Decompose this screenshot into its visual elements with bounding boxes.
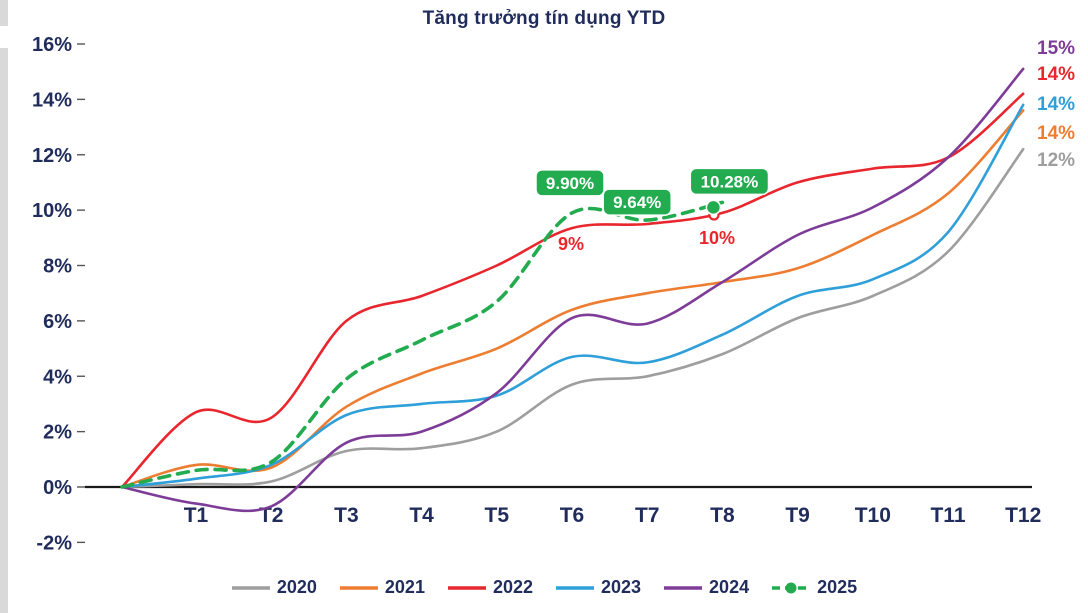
series-line-2020: [120, 147, 1025, 489]
legend-label: 2021: [384, 577, 425, 597]
series-line-2024: [120, 67, 1025, 513]
y-axis-label: 12%: [32, 145, 72, 167]
annotation-badge-label: 9.90%: [546, 174, 594, 193]
point-label: 9%: [558, 234, 584, 254]
annotation-badge: [535, 169, 605, 197]
legend-item-2024: 2024: [663, 577, 749, 598]
x-axis-label: T5: [485, 504, 510, 527]
y-axis-label: 4%: [43, 366, 72, 388]
legend-swatch-2022: [447, 585, 486, 590]
legend-swatch-2021: [339, 585, 378, 590]
point-marker-2025: [705, 199, 722, 216]
legend-label: 2025: [817, 577, 858, 597]
series-line-2022: [120, 92, 1025, 489]
series-end-label: 14%: [1037, 64, 1075, 85]
annotation-badge-label: 9.64%: [613, 193, 661, 212]
legend-label: 2024: [709, 577, 750, 597]
y-axis-label: 10%: [32, 200, 72, 222]
x-axis-label: T4: [409, 504, 434, 527]
video-edge-strip: [0, 0, 8, 613]
legend-item-2020: 2020: [231, 577, 317, 598]
legend-item-2022: 2022: [447, 577, 533, 598]
legend-swatch-2023: [556, 585, 594, 590]
legend-label: 2023: [601, 577, 642, 597]
legend-swatch-2024: [664, 585, 703, 590]
legend-item-2021: 2021: [339, 577, 425, 598]
chart-legend: 2020 2021 2022 2023 2024 2025: [0, 577, 1088, 598]
legend-label: 2020: [276, 577, 317, 597]
x-axis-label: T3: [334, 504, 359, 527]
series-line-2025: [120, 200, 725, 489]
y-axis-label: 8%: [43, 256, 72, 278]
y-axis-label: 6%: [43, 311, 72, 333]
y-axis-label: -2%: [36, 532, 72, 554]
x-axis-label: T11: [930, 504, 965, 527]
legend-item-2023: 2023: [555, 577, 641, 598]
series-end-label: 15%: [1037, 38, 1075, 59]
series-end-label: 12%: [1037, 150, 1075, 171]
series-line-2023: [120, 103, 1025, 489]
x-axis-label: T7: [635, 504, 660, 527]
annotation-badge: [689, 167, 770, 196]
x-axis-label: T10: [855, 504, 891, 527]
series-line-2021: [120, 109, 1025, 489]
chart-title: Tăng trưởng tín dụng YTD: [422, 8, 666, 29]
x-axis-label: T1: [184, 504, 209, 527]
x-axis-label: T8: [710, 504, 735, 527]
series-end-label: 14%: [1037, 123, 1075, 144]
x-axis-label: T6: [560, 504, 585, 527]
legend-swatch-2025: [772, 582, 811, 593]
video-edge-notch: [0, 26, 8, 48]
annotation-badge: [602, 188, 672, 216]
annotation-badge-label: 10.28%: [701, 172, 759, 191]
y-axis-label: 2%: [43, 422, 72, 444]
legend-swatch-2020: [231, 585, 270, 590]
y-axis-label: 14%: [32, 89, 72, 111]
x-axis-label: T12: [1005, 504, 1041, 527]
y-axis-label: 0%: [43, 477, 72, 499]
x-axis-label: T9: [785, 504, 810, 527]
point-label: 10%: [699, 228, 735, 248]
legend-label: 2022: [492, 577, 533, 597]
y-axis-label: 16%: [32, 34, 72, 56]
series-end-label: 14%: [1037, 94, 1075, 115]
legend-item-2025: 2025: [771, 577, 857, 598]
